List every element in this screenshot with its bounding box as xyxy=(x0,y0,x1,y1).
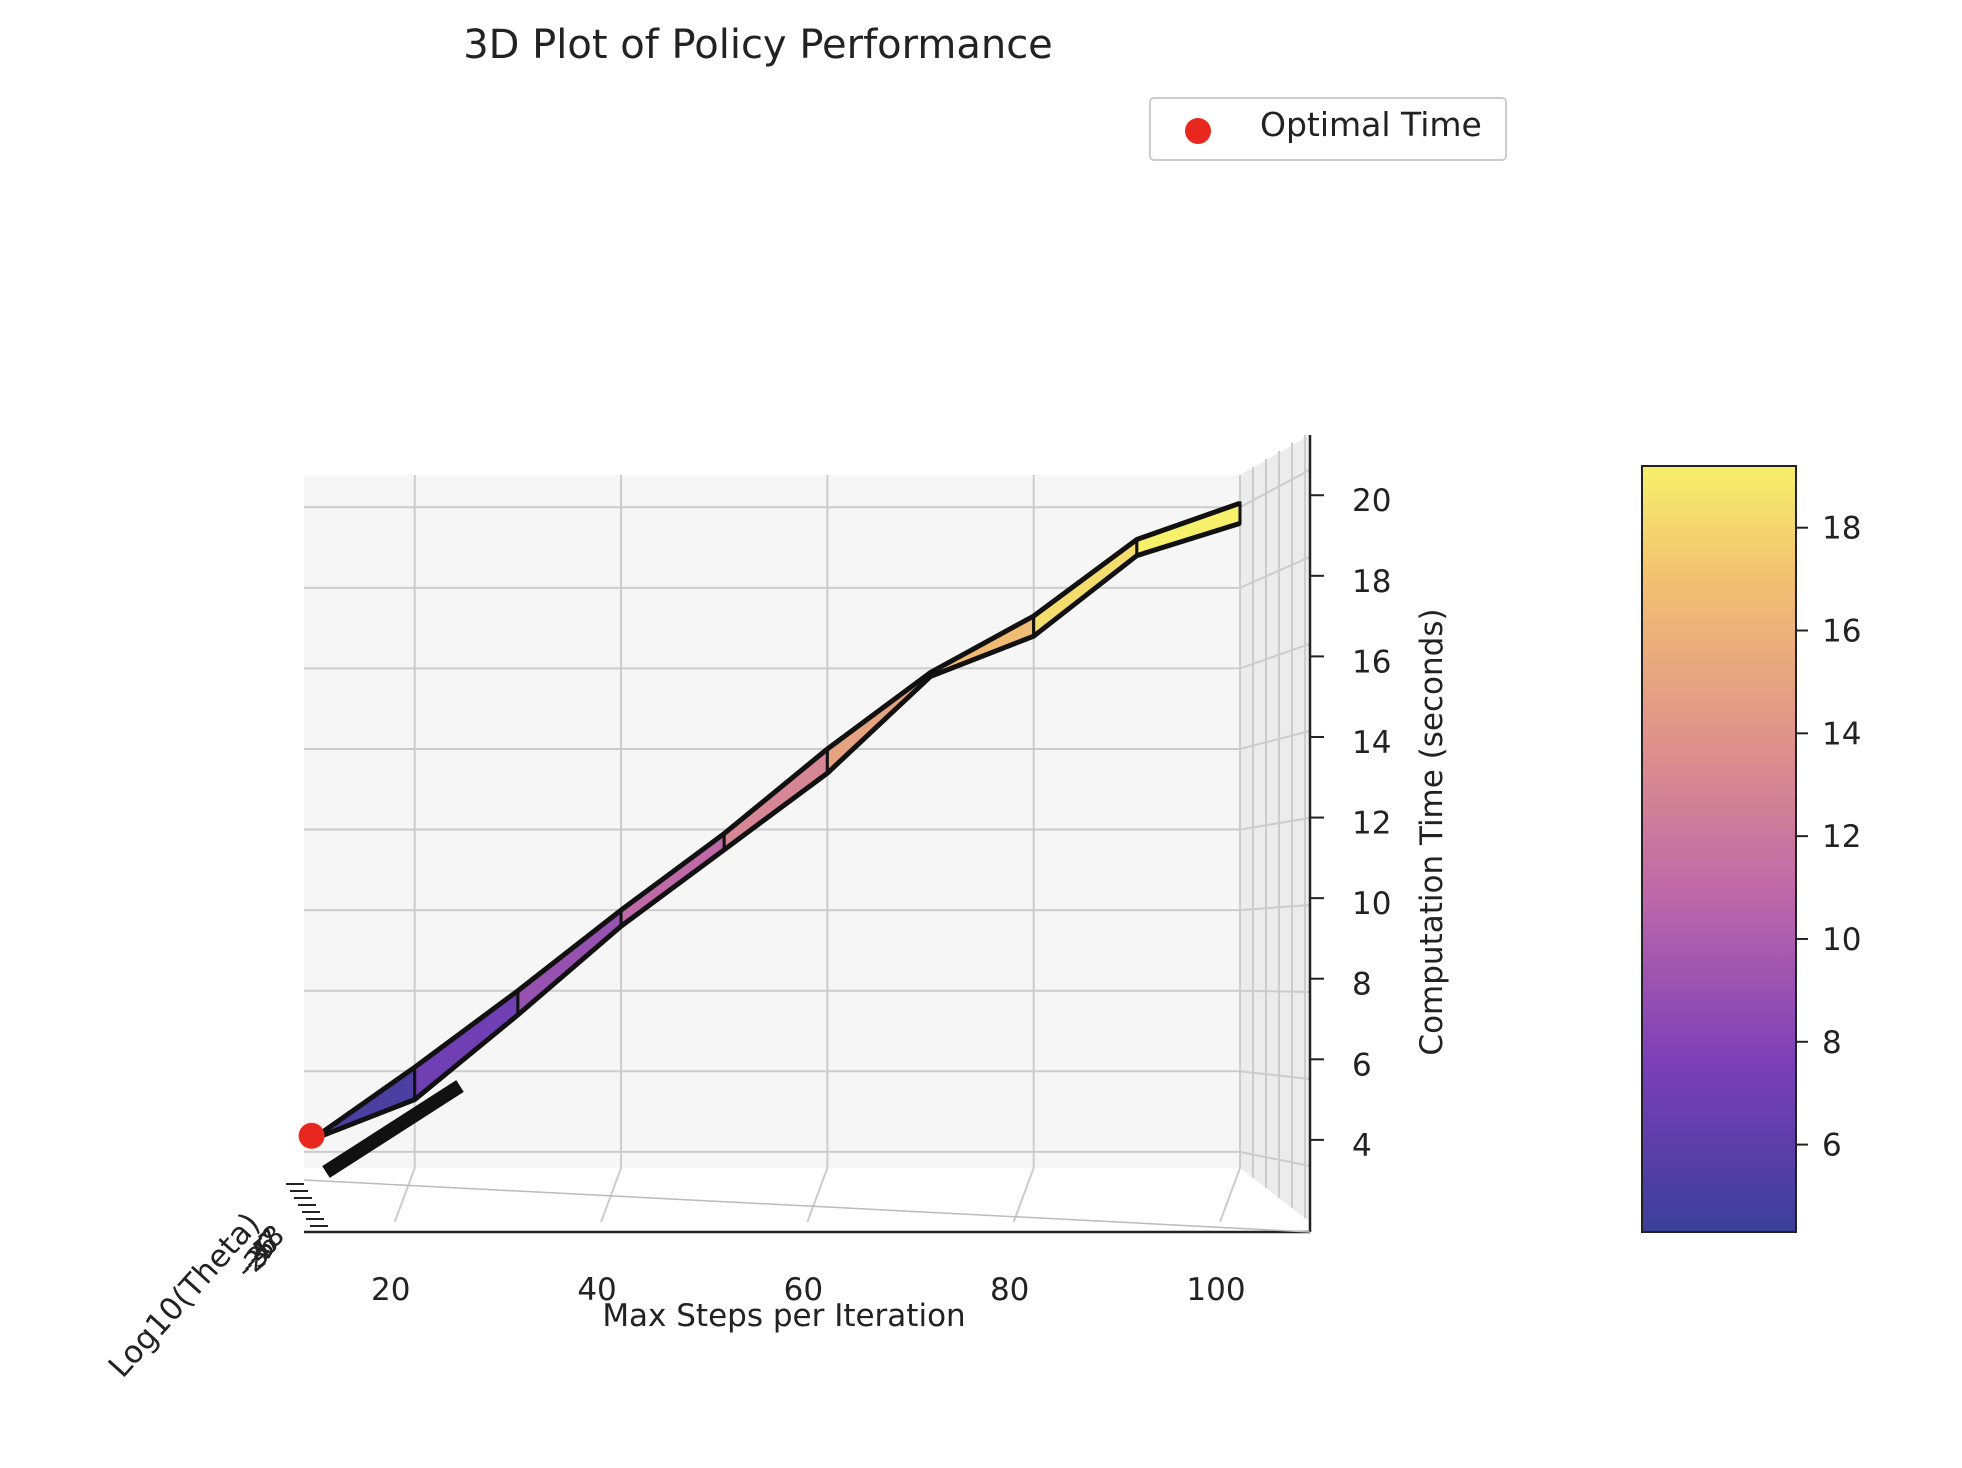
colorbar-tick-label: 8 xyxy=(1822,1025,1842,1061)
grid xyxy=(304,435,1311,1223)
grid-line-floor xyxy=(393,1167,416,1223)
grid-line-side xyxy=(1239,903,1311,912)
z-axis-label: Computation Time (seconds) xyxy=(1414,608,1450,1055)
x-tick-label: 20 xyxy=(371,1272,410,1308)
z-tick-label: 6 xyxy=(1352,1047,1372,1083)
z-tick-label: 20 xyxy=(1352,483,1391,519)
x-tick-label: 60 xyxy=(784,1272,823,1308)
legend-marker xyxy=(1185,118,1211,144)
x-tick-label: 100 xyxy=(1186,1272,1245,1308)
colorbar xyxy=(1641,465,1797,1233)
colorbar-tick-label: 18 xyxy=(1822,511,1861,547)
grid-line-side xyxy=(1239,468,1311,509)
grid-line-side xyxy=(1239,1150,1311,1168)
legend-label: Optimal Time xyxy=(1260,105,1482,144)
z-ticks: 4 6 8 10 12 14 16 18 20 xyxy=(1310,483,1391,1164)
z-tick-label: 14 xyxy=(1352,725,1391,761)
colorbar-tick-label: 10 xyxy=(1822,922,1861,958)
y-tick-marks xyxy=(286,1183,328,1227)
z-tick-label: 8 xyxy=(1352,967,1372,1003)
colorbar-tick-label: 12 xyxy=(1822,819,1861,855)
legend: Optimal Time xyxy=(1149,97,1507,161)
surface-bottom-edge xyxy=(310,520,1241,1143)
optimal-time-point xyxy=(298,1122,325,1149)
colorbar-tick-label: 16 xyxy=(1822,614,1861,650)
grid-line-side xyxy=(1239,729,1311,750)
grid-line-floor xyxy=(806,1167,829,1223)
grid-line-floor xyxy=(600,1167,622,1223)
colorbar-tick-label: 14 xyxy=(1822,716,1861,752)
surface xyxy=(310,500,1242,1178)
grid-line-side xyxy=(1239,555,1311,589)
chart-title: 3D Plot of Policy Performance xyxy=(463,22,1053,68)
z-tick-label: 4 xyxy=(1352,1128,1372,1164)
surface-base-band xyxy=(322,1080,464,1178)
grid-line-side xyxy=(1239,989,1311,993)
z-tick-label: 10 xyxy=(1352,886,1391,922)
surface-top-edge xyxy=(310,500,1241,1142)
z-tick-label: 12 xyxy=(1352,806,1391,842)
x-tick-label: 80 xyxy=(990,1272,1029,1308)
grid-line-side xyxy=(1239,1070,1311,1081)
floor-edge xyxy=(303,1179,1311,1233)
grid-line-floor xyxy=(1012,1167,1035,1223)
grid-line-side xyxy=(1239,816,1311,831)
legend-box xyxy=(1149,97,1507,161)
x-axis-label: Max Steps per Iteration xyxy=(602,1298,965,1334)
y-axis-label: Log10(Theta) xyxy=(102,1206,268,1385)
x-ticks: 20 40 60 80 100 xyxy=(371,1272,1246,1308)
grid-line-side xyxy=(1239,642,1311,670)
z-tick-label: 16 xyxy=(1352,644,1391,680)
z-tick-label: 18 xyxy=(1352,564,1391,600)
x-tick-label: 40 xyxy=(577,1272,616,1308)
pane-edges xyxy=(303,435,1312,1234)
colorbar-tick-label: 6 xyxy=(1822,1128,1842,1164)
grid-line-floor xyxy=(1219,1167,1241,1223)
colorbar-ticks: 6 8 10 12 14 16 18 xyxy=(1796,511,1861,1164)
